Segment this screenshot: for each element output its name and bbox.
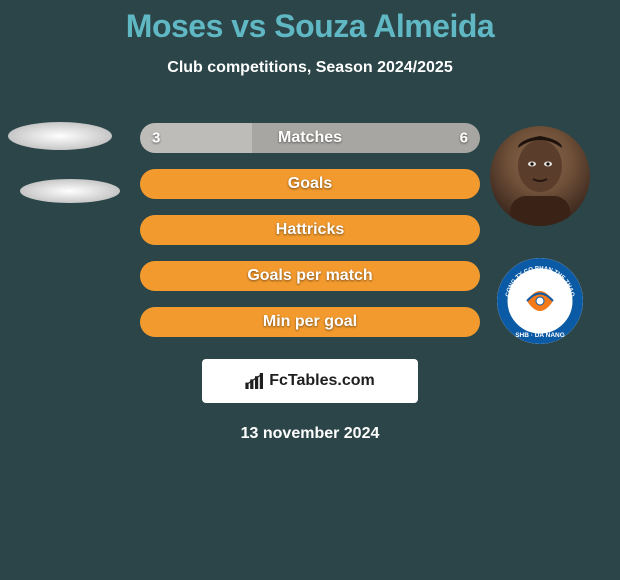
stat-label: Goals (288, 175, 332, 193)
stat-bar: Min per goal (140, 307, 480, 337)
comparison-title: Moses vs Souza Almeida (0, 8, 620, 45)
stat-label: Matches (278, 129, 342, 147)
stat-bar: 3 6 Matches (140, 123, 480, 153)
badge-bottom-text: SHB · DA NANG (515, 332, 565, 339)
branding-box: FcTables.com (202, 359, 418, 403)
player-left-avatar-1 (8, 122, 112, 150)
stat-label: Hattricks (276, 221, 344, 239)
stat-bar: Goals per match (140, 261, 480, 291)
stat-label: Goals per match (247, 267, 372, 285)
stat-bar: Hattricks (140, 215, 480, 245)
comparison-subtitle: Club competitions, Season 2024/2025 (0, 59, 620, 77)
stat-value-right: 6 (460, 130, 468, 147)
branding-label: FcTables.com (269, 372, 375, 390)
bars-icon (245, 373, 265, 389)
player-left-badge (20, 179, 120, 203)
player-right-avatar (490, 126, 590, 226)
player-right-club-badge: CONG TY CO PHAN THE THAO SHB · DA NANG (497, 258, 583, 344)
stat-bar: Goals (140, 169, 480, 199)
comparison-date: 13 november 2024 (0, 425, 620, 443)
stat-value-left: 3 (152, 130, 160, 147)
stat-label: Min per goal (263, 313, 357, 331)
